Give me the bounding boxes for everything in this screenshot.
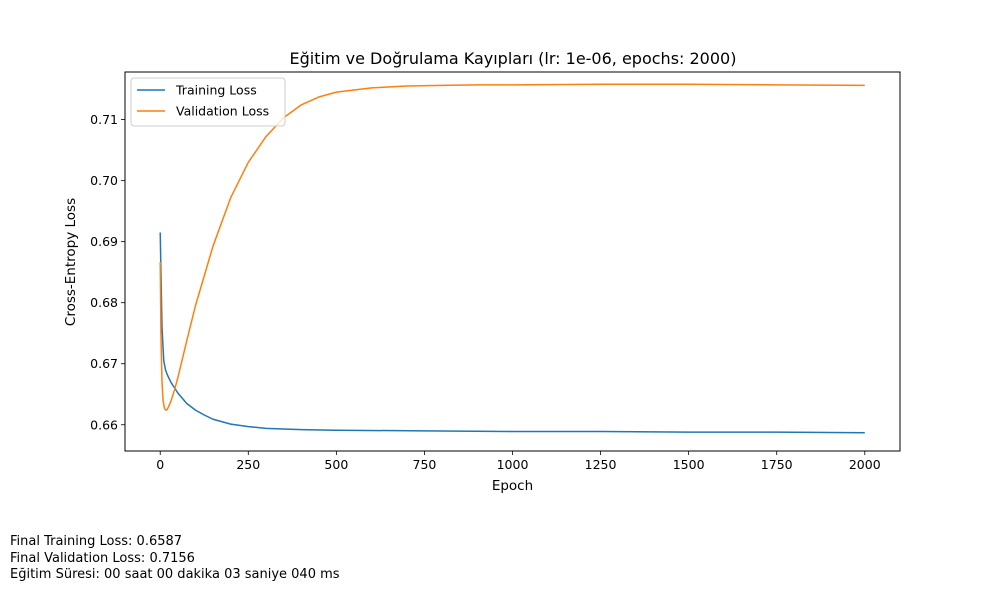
x-axis-label: Epoch (492, 478, 533, 494)
footer-stats: Final Training Loss: 0.6587 Final Valida… (10, 534, 340, 584)
legend: Training Loss Validation Loss (130, 77, 286, 127)
x-tick-label: 1250 (585, 457, 617, 472)
legend-label-validation: Validation Loss (176, 104, 269, 119)
final-training-loss: Final Training Loss: 0.6587 (10, 534, 183, 549)
x-tick-label: 2000 (849, 457, 881, 472)
series-line-validation (159, 83, 865, 411)
x-tick-label: 500 (324, 457, 348, 472)
x-tick-label: 0 (156, 457, 164, 472)
x-tick-label: 1750 (761, 457, 793, 472)
plot-frame (124, 71, 901, 452)
x-tick-label: 1000 (497, 457, 529, 472)
x-tick-label: 1500 (673, 457, 705, 472)
y-tick-label: 0.68 (90, 295, 118, 310)
y-tick-label: 0.66 (90, 417, 118, 432)
y-tick-label: 0.69 (90, 234, 118, 249)
legend-frame (130, 77, 286, 127)
x-tick-label: 750 (413, 457, 437, 472)
y-tick-label: 0.67 (90, 356, 118, 371)
final-validation-loss: Final Validation Loss: 0.7156 (10, 550, 195, 566)
y-tick-label: 0.70 (90, 173, 118, 188)
chart-title: Eğitim ve Doğrulama Kayıpları (lr: 1e-06… (290, 49, 737, 68)
y-axis-label: Cross-Entropy Loss (63, 198, 79, 326)
y-tick-label: 0.71 (90, 112, 118, 127)
series-line-training (159, 232, 865, 434)
x-tick-label: 250 (236, 457, 260, 472)
training-duration: Eğitim Süresi: 00 saat 00 dakika 03 sani… (10, 567, 340, 582)
legend-label-training: Training Loss (175, 83, 257, 98)
